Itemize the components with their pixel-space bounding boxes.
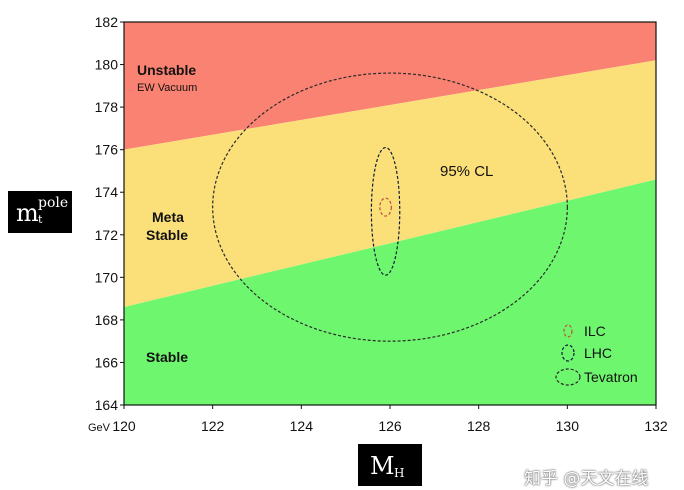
band-meta-stable — [124, 60, 656, 308]
legend-swatch-lhc — [561, 344, 575, 362]
y-tick-label: 174 — [95, 184, 119, 200]
watermark: 知乎 @天文在线 — [524, 469, 649, 489]
band-unstable — [124, 22, 656, 150]
ellipse-tevatron — [212, 72, 568, 342]
x-axis-label-sub: H — [394, 466, 405, 480]
ellipse-lhc — [370, 146, 401, 276]
x-axis-label-main: M — [370, 452, 395, 480]
meta-label: Meta — [152, 209, 184, 225]
x-axis-ticks: 120 122 124 126 128 130 132 — [112, 405, 668, 434]
unstable-label: Unstable — [137, 62, 196, 78]
legend: ILC LHC Tevatron — [555, 323, 638, 386]
y-tick-label: 164 — [95, 397, 119, 413]
y-tick-label: 182 — [95, 14, 119, 30]
stable-label: Stable — [146, 349, 188, 365]
y-tick-label: 176 — [95, 142, 119, 158]
x-tick-label: 124 — [290, 418, 314, 434]
y-tick-label: 168 — [95, 312, 119, 328]
x-tick-label: 128 — [467, 418, 491, 434]
meta-stable-label: Stable — [146, 227, 188, 243]
legend-label-lhc: LHC — [584, 345, 612, 361]
x-tick-label: 120 — [112, 418, 136, 434]
ellipse-ilc — [379, 197, 392, 217]
band-stable — [124, 179, 656, 405]
legend-label-ilc: ILC — [584, 323, 606, 339]
y-tick-label: 180 — [95, 57, 119, 73]
cl-annotation: 95% CL — [440, 163, 493, 180]
x-tick-label: 122 — [201, 418, 225, 434]
y-axis-label: m pole t — [8, 191, 72, 233]
legend-swatch-ilc — [563, 324, 573, 338]
x-tick-label: 130 — [556, 418, 580, 434]
y-tick-label: 166 — [95, 354, 119, 370]
y-tick-label: 172 — [95, 227, 119, 243]
y-axis-label-main: m — [16, 199, 39, 227]
y-axis-label-sub: t — [38, 213, 43, 226]
y-tick-label: 178 — [95, 99, 119, 115]
x-unit-label: GeV — [88, 422, 111, 434]
ew-vacuum-label: EW Vacuum — [137, 82, 197, 94]
y-axis-ticks: 164 166 168 170 172 174 176 178 180 182 — [95, 14, 124, 413]
legend-swatch-tevatron — [555, 368, 581, 386]
confidence-ellipses — [212, 72, 568, 342]
legend-label-tevatron: Tevatron — [584, 369, 638, 385]
x-tick-label: 126 — [378, 418, 402, 434]
x-tick-label: 132 — [644, 418, 668, 434]
y-axis-label-sup: pole — [38, 195, 69, 211]
stability-bands — [124, 22, 656, 405]
y-tick-label: 170 — [95, 269, 119, 285]
x-axis-label: M H — [358, 444, 422, 486]
